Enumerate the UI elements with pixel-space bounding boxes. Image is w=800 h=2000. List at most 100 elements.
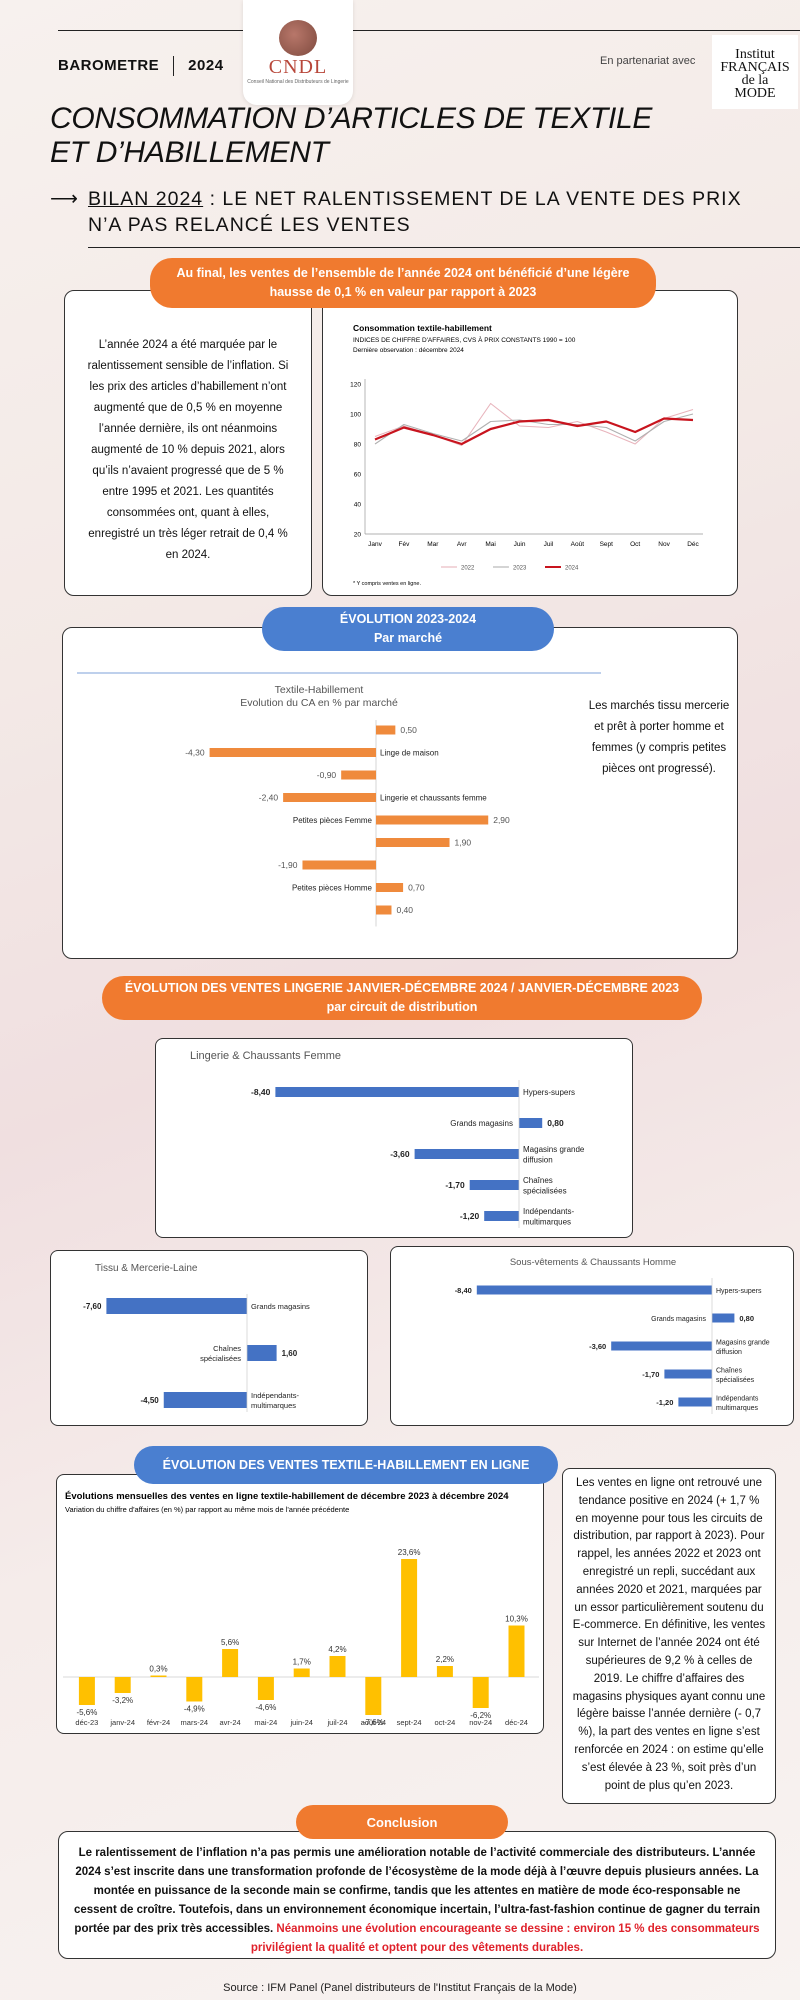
distribution-bar [469, 1180, 519, 1190]
subtitle-rule [88, 247, 800, 248]
distribution-bar-category: multimarques [251, 1401, 296, 1410]
online-bar-category: févr-24 [147, 1718, 170, 1727]
market-bar [302, 860, 376, 870]
distribution-bar [519, 1118, 543, 1128]
market-chart-title: Textile-Habillement [275, 684, 364, 696]
distribution-bar-category: Indépendants- [523, 1207, 574, 1216]
source-text: Source : IFM Panel (Panel distributeurs … [223, 1982, 577, 1994]
online-chart-title: Évolutions mensuelles des ventes en lign… [65, 1491, 509, 1502]
cndl-logo-text: CNDL [268, 56, 328, 78]
ifm-logo-line: de la [741, 73, 769, 88]
distribution-bar-category: Grands magasins [450, 1119, 513, 1128]
line-chart-x-tick: Mar [427, 541, 439, 548]
line-chart-x-tick: Sept [600, 541, 614, 548]
ifm-logo-line: MODE [734, 86, 776, 101]
distribution-bar-category: diffusion [523, 1155, 553, 1164]
distribution-bar-category: Grands magasins [251, 1302, 310, 1311]
line-chart-y-tick: 60 [354, 472, 362, 479]
ifm-logo-line: Institut [735, 47, 775, 62]
online-bar-category: nov-24 [469, 1718, 492, 1727]
barometre-label: BAROMETRE 2024 [58, 56, 224, 76]
market-bar [376, 838, 450, 847]
tissu-chart-box: Tissu & Mercerie-Laine -7,60 Grands magas… [50, 1250, 368, 1426]
distribution-bar-value: 0,80 [547, 1118, 564, 1128]
line-chart-observation: Dernière observation : décembre 2024 [353, 347, 464, 354]
line-series-2022 [374, 402, 694, 447]
distribution-bar-value: -3,60 [589, 1342, 606, 1351]
line-chart-x-tick: Avr [457, 541, 467, 548]
distribution-bar-value: -8,40 [455, 1286, 472, 1295]
online-bar-value: -5,6% [76, 1708, 97, 1717]
distribution-bar [664, 1369, 712, 1379]
cndl-logo-mark [279, 20, 317, 56]
online-chart-subtitle: Variation du chiffre d'affaires (en %) p… [65, 1505, 349, 1514]
line-chart-x-tick: Juin [514, 541, 526, 548]
market-bar-category: Petites pièces Femme [293, 816, 373, 825]
online-bar-category: janv-24 [109, 1718, 135, 1727]
online-bar-category: juil-24 [326, 1718, 347, 1727]
section2-pill-line1: ÉVOLUTION 2023-2024 [339, 612, 477, 626]
distribution-bar-category: Indépendants [716, 1395, 759, 1402]
line-chart-x-tick: Oct [630, 541, 640, 548]
market-bar-value: 0,40 [396, 905, 413, 915]
distribution-bar-category: multimarques [523, 1217, 571, 1226]
section2-pill: ÉVOLUTION 2023-2024 Par marché [262, 607, 554, 651]
online-bar [508, 1625, 525, 1677]
online-bar-value: -3,2% [112, 1696, 133, 1705]
line-chart-title: Consommation textile-habillement [353, 323, 492, 333]
barometre-year: 2024 [188, 56, 224, 74]
online-bar [401, 1559, 418, 1677]
online-bar-value: 23,6% [398, 1548, 421, 1557]
line-legend-label: 2022 [461, 566, 475, 572]
line-chart-y-tick: 80 [354, 442, 362, 449]
tissu-bar-chart: Tissu & Mercerie-Laine -7,60 Grands magas… [83, 1263, 310, 1412]
distribution-bar-category: spécialisées [716, 1377, 755, 1384]
distribution-bar-category: Indépendants- [251, 1391, 299, 1400]
distribution-bar-category: Chaînes [523, 1176, 553, 1185]
section3-pill: ÉVOLUTION DES VENTES LINGERIE JANVIER-DÉ… [102, 976, 702, 1020]
homme-chart-title: Sous-vêtements & Chaussants Homme [510, 1257, 676, 1268]
distribution-bar-category: diffusion [716, 1349, 742, 1356]
subtitle-bilan: BILAN 2024 [88, 188, 204, 210]
online-bar-value: 2,2% [436, 1655, 454, 1664]
online-bar [293, 1668, 310, 1677]
line-chart-x-tick: Juil [544, 541, 554, 548]
section3-pill-line1: ÉVOLUTION DES VENTES LINGERIE JANVIER-DÉ… [124, 981, 680, 995]
distribution-bar [106, 1298, 248, 1314]
online-bar [472, 1677, 489, 1708]
ifm-logo: Institut FRANÇAIS de la MODE [712, 35, 798, 109]
distribution-bar [611, 1341, 712, 1351]
line-chart-y-tick: 100 [350, 412, 361, 419]
online-bar-value: 5,6% [221, 1638, 239, 1647]
distribution-bar-category: Chaînes [716, 1367, 743, 1374]
header-divider [173, 56, 175, 76]
intro-text-box: L’année 2024 a été marquée par le ralent… [64, 290, 312, 596]
header-rule [58, 30, 800, 31]
online-text-box: Les ventes en ligne ont retrouvé une ten… [562, 1468, 776, 1804]
line-chart-x-tick: Fév [398, 541, 410, 548]
distribution-bar-category: spécialisées [200, 1354, 241, 1363]
line-legend-label: 2024 [565, 566, 579, 572]
line-chart-y-tick: 20 [354, 532, 362, 539]
online-bar-value: 1,7% [293, 1658, 311, 1667]
distribution-bar-category: Magasins grande [523, 1145, 585, 1154]
line-series-2024 [374, 417, 694, 446]
online-bar [257, 1677, 274, 1700]
conclusion-pill: Conclusion [296, 1805, 508, 1839]
lingerie-bar-chart: Lingerie & Chaussants Femme -8,40 Hypers-… [190, 1050, 585, 1228]
online-bar-category: sept-24 [397, 1718, 422, 1727]
online-chart-box: Évolutions mensuelles des ventes en lign… [56, 1474, 544, 1734]
market-bar [376, 883, 404, 892]
distribution-bar-category: Hypers-supers [716, 1288, 762, 1295]
section1-pill: Au final, les ventes de l’ensemble de l’… [150, 258, 656, 308]
intro-text: L’année 2024 a été marquée par le ralent… [87, 339, 289, 561]
page-title: CONSOMMATION D’ARTICLES DE TEXTILE ET D’… [50, 102, 652, 170]
online-bar-category: juin-24 [289, 1718, 313, 1727]
online-bar [150, 1675, 167, 1677]
market-bar-value: -0,90 [317, 770, 337, 780]
market-bar-category: Lingerie et chaussants femme [380, 794, 487, 803]
online-bar-value: -6,2% [470, 1711, 491, 1720]
online-bar-category: mars-24 [181, 1718, 209, 1727]
market-chart-subtitle: Evolution du CA en % par marché [240, 697, 398, 709]
section2-pill-line2: Par marché [373, 631, 443, 645]
